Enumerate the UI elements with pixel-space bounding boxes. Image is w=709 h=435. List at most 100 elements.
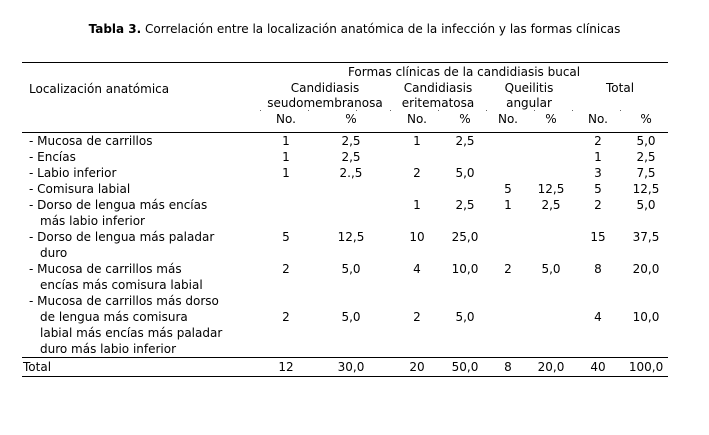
cell-value: 2: [594, 134, 602, 148]
total-value: 20: [390, 357, 444, 377]
row-label: - Dorso de lengua más paladar duro: [29, 230, 215, 260]
table-row: - Comisura labial 5 12,5 5 12,5: [22, 181, 668, 197]
table-row: - Encías 1 2,5 1 2,5: [22, 149, 668, 165]
cell-value: 2,5: [455, 198, 475, 212]
cell-value: 5,0: [636, 198, 656, 212]
table-row: - Labio inferior 1 2.,5 2 5,0 3 7,5: [22, 165, 668, 181]
cell-value: 15: [590, 230, 606, 244]
cell-value: 2,5: [341, 134, 361, 148]
cell-value: [260, 181, 312, 197]
empty-label-cell: [22, 111, 260, 133]
cell-value: [312, 181, 390, 197]
cell-value: 5,0: [455, 310, 475, 324]
row-label: - Labio inferior: [29, 166, 117, 180]
data-table: Formas clínicas de la candidiasis bucal …: [22, 62, 669, 377]
col-header-no: No.: [260, 111, 312, 133]
cell-value: 25,0: [451, 230, 479, 244]
cell-value: 10,0: [632, 310, 660, 324]
cell-value: 10,0: [451, 262, 479, 276]
total-value: 50,0: [444, 357, 486, 377]
cell-value: 12,5: [337, 230, 365, 244]
cell-value: [390, 149, 444, 165]
cell-value: 2: [282, 262, 290, 276]
row-label: - Mucosa de carrillos: [29, 134, 153, 148]
cell-value: 5: [504, 182, 512, 196]
col-header-pct: %: [312, 111, 390, 133]
cell-value: 2: [504, 262, 512, 276]
cell-value: 2: [594, 198, 602, 212]
group-header-queilitis: Queilitis angular: [486, 81, 572, 111]
cell-value: [530, 293, 572, 358]
cell-value: 1: [282, 134, 290, 148]
table-caption-text: Correlación entre la localización anatóm…: [141, 22, 621, 36]
empty-corner-cell: [22, 62, 260, 81]
cell-value: 5,0: [341, 310, 361, 324]
cell-value: 1: [282, 150, 290, 164]
row-header-localizacion: Localización anatómica: [29, 82, 170, 96]
cell-value: 4: [594, 310, 602, 324]
cell-value: [486, 133, 530, 150]
cell-value: 20,0: [632, 262, 660, 276]
cell-value: 1: [504, 198, 512, 212]
cell-value: [444, 149, 486, 165]
row-label: - Dorso de lengua más encías más labio i…: [29, 198, 208, 228]
total-value: 8: [486, 357, 530, 377]
cell-value: 3: [594, 166, 602, 180]
cell-value: [260, 197, 312, 229]
row-label: - Comisura labial: [29, 182, 131, 196]
cell-value: [444, 181, 486, 197]
cell-value: 5: [594, 182, 602, 196]
cell-value: 2: [282, 310, 290, 324]
table-row: - Mucosa de carrillos más dorso de lengu…: [22, 293, 668, 358]
group-header-eritematosa: Candidiasis eritematosa: [390, 81, 486, 111]
cell-value: 12,5: [537, 182, 565, 196]
table-row: - Mucosa de carrillos 1 2,5 1 2,5 2 5,0: [22, 133, 668, 150]
row-label: - Mucosa de carrillos más encías más com…: [29, 262, 203, 292]
row-label: - Encías: [29, 150, 76, 164]
total-value: 12: [260, 357, 312, 377]
table-row: - Mucosa de carrillos más encías más com…: [22, 261, 668, 293]
cell-value: 1: [413, 198, 421, 212]
cell-value: 2,5: [636, 150, 656, 164]
cell-value: 37,5: [632, 230, 660, 244]
spanning-header: Formas clínicas de la candidiasis bucal: [260, 62, 669, 81]
cell-value: 2: [413, 310, 421, 324]
cell-value: [486, 229, 530, 261]
group-header-total: Total: [572, 81, 669, 111]
cell-value: 10: [409, 230, 425, 244]
group-header-row: Localización anatómica Candidiasis seudo…: [22, 81, 669, 111]
group-header-seudomembranosa: Candidiasis seudomembranosa: [260, 81, 390, 111]
col-header-pct: %: [530, 111, 572, 133]
cell-value: 1: [594, 150, 602, 164]
col-header-pct: %: [444, 111, 486, 133]
cell-value: 12,5: [632, 182, 660, 196]
total-value: 40: [572, 357, 624, 377]
cell-value: 8: [594, 262, 602, 276]
col-header-no: No.: [486, 111, 530, 133]
table-body: - Mucosa de carrillos 1 2,5 1 2,5 2 5,0 …: [22, 133, 668, 358]
cell-value: 1: [282, 166, 290, 180]
table-caption: Tabla 3. Correlación entre la localizaci…: [45, 21, 665, 37]
cell-value: 2.,5: [339, 166, 363, 180]
col-header-no: No.: [572, 111, 624, 133]
row-label: - Mucosa de carrillos más dorso de lengu…: [29, 294, 223, 356]
cell-value: 5: [282, 230, 290, 244]
subheader-row: No. % No. % No. % No. %: [22, 111, 669, 133]
cell-value: 2: [413, 166, 421, 180]
total-label: Total: [22, 357, 260, 377]
total-row: Total 12 30,0 20 50,0 8 20,0 40 100,0: [22, 357, 669, 377]
cell-value: [390, 181, 444, 197]
cell-value: 4: [413, 262, 421, 276]
cell-value: 2,5: [541, 198, 561, 212]
cell-value: 5,0: [455, 166, 475, 180]
cell-value: 5,0: [636, 134, 656, 148]
col-header-pct: %: [624, 111, 669, 133]
cell-value: [530, 229, 572, 261]
table-row: - Dorso de lengua más paladar duro 5 12,…: [22, 229, 668, 261]
cell-value: 7,5: [636, 166, 656, 180]
cell-value: 2,5: [455, 134, 475, 148]
cell-value: [530, 165, 572, 181]
cell-value: [530, 133, 572, 150]
cell-value: 5,0: [541, 262, 561, 276]
spanning-header-row: Formas clínicas de la candidiasis bucal: [22, 62, 669, 81]
